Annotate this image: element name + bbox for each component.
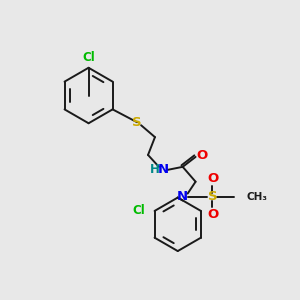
- Text: N: N: [177, 190, 188, 203]
- Text: H: H: [150, 163, 160, 176]
- Text: S: S: [132, 116, 142, 129]
- Text: O: O: [208, 208, 219, 221]
- Text: S: S: [208, 190, 217, 203]
- Text: CH₃: CH₃: [246, 192, 267, 202]
- Text: Cl: Cl: [82, 51, 95, 64]
- Text: Cl: Cl: [132, 204, 145, 218]
- Text: N: N: [157, 163, 168, 176]
- Text: O: O: [208, 172, 219, 185]
- Text: O: O: [196, 149, 207, 162]
